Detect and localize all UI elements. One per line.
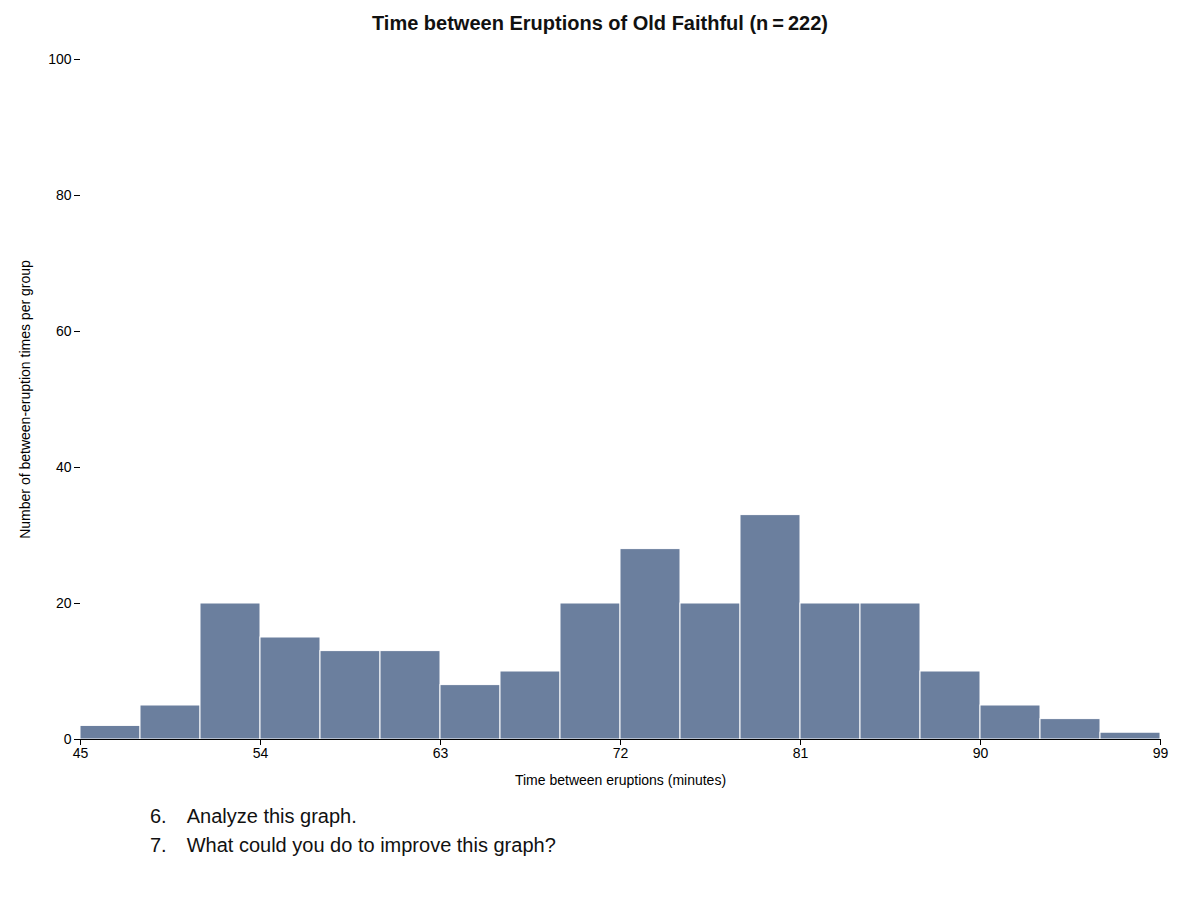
svg-text:45: 45 bbox=[73, 745, 89, 761]
svg-text:54: 54 bbox=[253, 745, 269, 761]
html-text:Time between Eruptions of Old: Time between Eruptions of Old Faithful (… bbox=[372, 12, 828, 34]
svg-text:Time between eruptions (minute: Time between eruptions (minutes) bbox=[515, 772, 726, 788]
svg-text:100: 100 bbox=[48, 51, 72, 67]
svg-text:20: 20 bbox=[56, 595, 72, 611]
svg-text:99: 99 bbox=[1153, 745, 1169, 761]
svg-text:40: 40 bbox=[56, 459, 72, 475]
svg-text:80: 80 bbox=[56, 187, 72, 203]
html-text:7. What could you do to improv: 7. What could you do to improve this gra… bbox=[150, 834, 556, 856]
svg-text:63: 63 bbox=[433, 745, 449, 761]
svg-text:72: 72 bbox=[613, 745, 629, 761]
svg-text:90: 90 bbox=[973, 745, 989, 761]
html-text:6. Analyze this graph.: 6. Analyze this graph. bbox=[150, 805, 357, 827]
svg-text:Number of between-eruption tim: Number of between-eruption times per gro… bbox=[17, 260, 33, 539]
svg-text:81: 81 bbox=[793, 745, 809, 761]
svg-text:60: 60 bbox=[56, 323, 72, 339]
svg-text:0: 0 bbox=[64, 731, 72, 747]
